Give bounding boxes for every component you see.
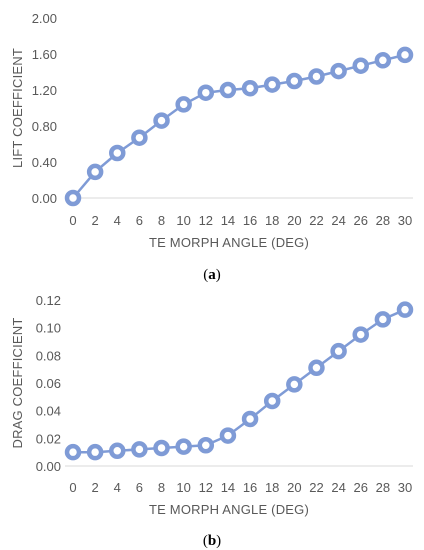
y-tick-label: 0.06 xyxy=(36,376,61,391)
x-tick-label: 2 xyxy=(92,480,99,495)
x-tick-label: 30 xyxy=(398,480,412,495)
x-tick-label: 2 xyxy=(92,213,99,228)
y-tick-label: 0.00 xyxy=(32,191,57,206)
data-point xyxy=(263,76,281,93)
y-axis-title: LIFT COEFFICIENT xyxy=(10,48,25,168)
data-point xyxy=(308,68,325,85)
x-tick-label: 26 xyxy=(353,213,367,228)
data-point xyxy=(396,301,414,318)
x-axis-title: TE MORPH ANGLE (DEG) xyxy=(149,502,309,517)
data-point xyxy=(86,443,104,461)
data-point xyxy=(153,439,170,457)
y-tick-label: 0.08 xyxy=(36,348,61,363)
data-point xyxy=(352,326,369,343)
x-tick-label: 22 xyxy=(309,213,323,228)
x-tick-label: 6 xyxy=(136,213,143,228)
x-tick-label: 24 xyxy=(331,480,345,495)
x-tick-label: 10 xyxy=(176,213,190,228)
x-tick-label: 26 xyxy=(353,480,367,495)
x-tick-label: 30 xyxy=(398,213,412,228)
x-tick-label: 4 xyxy=(114,480,121,495)
lift-coefficient-chart: 0.000.400.801.201.602.000 2 4 6 8 10 12 14 16 18 2… xyxy=(10,11,414,283)
data-point xyxy=(197,437,215,454)
x-tick-label: 14 xyxy=(221,480,235,495)
y-tick-label: 0.02 xyxy=(36,431,61,446)
data-point xyxy=(153,112,170,129)
data-point xyxy=(330,342,347,360)
x-tick-label: 10 xyxy=(176,480,190,495)
data-point xyxy=(64,443,82,461)
data-point xyxy=(219,427,237,444)
x-tick-label: 16 xyxy=(243,213,257,228)
data-point xyxy=(131,441,148,458)
y-tick-label: 1.60 xyxy=(32,47,57,62)
y-tick-label: 0.80 xyxy=(32,119,57,134)
x-tick-label: 28 xyxy=(376,213,390,228)
x-tick-label: 14 xyxy=(221,213,235,228)
y-tick-label: 0.00 xyxy=(36,459,61,474)
x-tick-label: 12 xyxy=(199,480,213,495)
x-tick-label: 20 xyxy=(287,213,301,228)
x-tick-label: 16 xyxy=(243,480,257,495)
x-tick-label: 18 xyxy=(265,213,279,228)
data-point xyxy=(286,376,303,393)
data-point xyxy=(241,79,259,97)
x-tick-label: 28 xyxy=(376,480,390,495)
data-point xyxy=(219,81,237,99)
y-tick-label: 0.10 xyxy=(36,321,61,336)
y-tick-label: 1.20 xyxy=(32,83,57,98)
series-line xyxy=(72,53,406,199)
data-point xyxy=(109,442,126,460)
data-point xyxy=(374,52,392,69)
data-point xyxy=(241,410,259,428)
panel-caption: (b) xyxy=(203,533,221,549)
data-point xyxy=(396,46,414,64)
data-point xyxy=(263,392,281,410)
x-tick-label: 22 xyxy=(309,480,323,495)
data-point xyxy=(175,96,192,113)
data-point xyxy=(64,189,82,207)
drag-coefficient-chart: 0.000.020.040.060.080.100.120 2 4 6 8 10 12 14 1… xyxy=(10,293,414,549)
x-tick-label: 8 xyxy=(158,480,165,495)
y-tick-label: 2.00 xyxy=(32,11,57,26)
x-tick-label: 24 xyxy=(331,213,345,228)
x-tick-label: 6 xyxy=(136,480,143,495)
data-point xyxy=(175,438,192,455)
data-point xyxy=(86,163,104,181)
data-point xyxy=(197,84,215,101)
x-tick-label: 20 xyxy=(287,480,301,495)
x-tick-label: 18 xyxy=(265,480,279,495)
x-tick-label: 8 xyxy=(158,213,165,228)
data-point xyxy=(131,129,148,146)
data-point xyxy=(330,62,347,80)
y-tick-label: 0.40 xyxy=(32,155,57,170)
x-tick-label: 0 xyxy=(69,480,76,495)
data-point xyxy=(308,359,325,377)
y-axis-title: DRAG COEFFICIENT xyxy=(10,317,25,448)
data-point xyxy=(374,311,392,328)
data-point xyxy=(352,57,369,74)
series-line xyxy=(73,308,406,454)
x-tick-label: 12 xyxy=(199,213,213,228)
y-tick-label: 0.04 xyxy=(36,404,61,419)
x-tick-label: 0 xyxy=(69,213,76,228)
x-axis-title: TE MORPH ANGLE (DEG) xyxy=(149,235,309,250)
panel-caption: (a) xyxy=(203,267,221,283)
data-point xyxy=(286,72,303,90)
y-tick-label: 0.12 xyxy=(36,293,61,308)
data-point xyxy=(109,144,126,162)
x-tick-label: 4 xyxy=(114,213,121,228)
